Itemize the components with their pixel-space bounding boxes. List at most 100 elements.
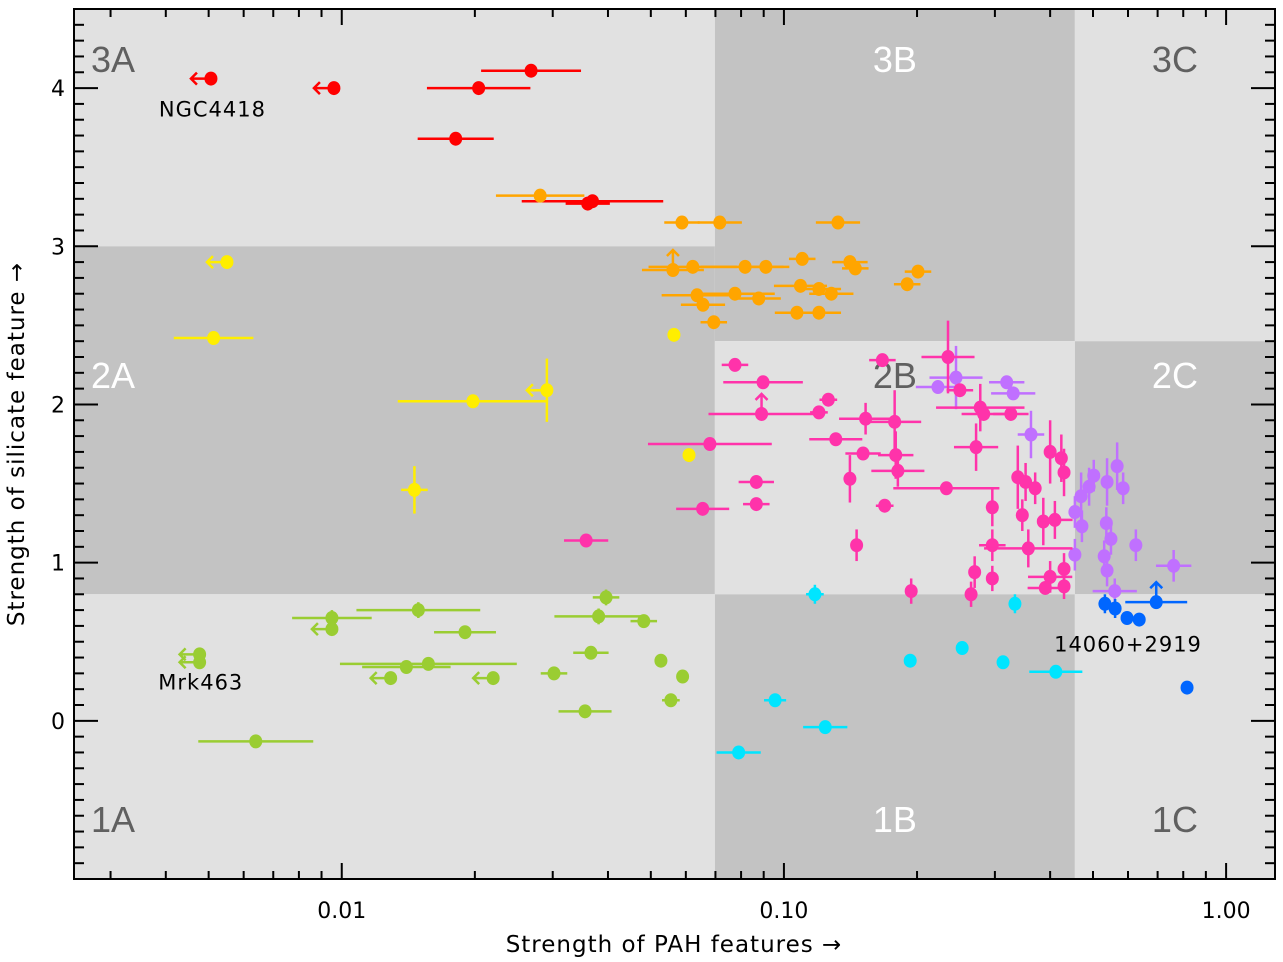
data-point	[1082, 479, 1096, 494]
data-point	[1057, 579, 1071, 594]
data-point	[703, 437, 717, 451]
data-point	[1087, 468, 1101, 483]
data-point	[249, 734, 263, 749]
data-point	[850, 538, 864, 553]
region-1a	[74, 594, 715, 879]
region-label: 3C	[1152, 39, 1198, 80]
data-point	[824, 286, 838, 301]
data-point	[1097, 549, 1111, 564]
region-3a	[74, 9, 715, 247]
series-red	[189, 63, 664, 211]
upper-limit-arrow-icon	[205, 255, 223, 269]
data-point	[818, 720, 832, 735]
data-point	[900, 277, 914, 292]
region-label: 1C	[1152, 799, 1198, 840]
data-point	[964, 587, 978, 602]
data-point	[969, 440, 983, 455]
upper-limit-arrow-icon	[471, 671, 490, 685]
series-yellowgreen	[177, 589, 690, 749]
data-point	[1021, 541, 1035, 556]
data-point	[848, 261, 862, 276]
data-point	[808, 587, 822, 602]
data-point	[327, 81, 341, 96]
data-point	[1132, 612, 1146, 627]
upper-limit-arrow-icon	[312, 81, 330, 95]
data-point	[1167, 558, 1181, 573]
data-point	[411, 603, 425, 618]
data-point	[891, 463, 905, 478]
data-point	[637, 614, 651, 629]
data-point	[1043, 569, 1057, 584]
data-point	[829, 432, 843, 447]
data-point	[1057, 465, 1071, 480]
data-point	[1068, 505, 1082, 520]
data-point	[1116, 481, 1130, 496]
data-point	[732, 745, 746, 760]
x-tick-label: 0.01	[317, 899, 366, 924]
data-point	[578, 704, 592, 719]
data-point	[207, 331, 221, 346]
data-point	[977, 406, 991, 421]
data-point	[1054, 451, 1068, 466]
data-point	[696, 297, 710, 312]
region-1c	[1074, 594, 1275, 879]
series-blue	[1098, 580, 1194, 695]
data-point	[654, 653, 668, 668]
region-2a	[74, 246, 715, 595]
data-point	[675, 215, 689, 230]
data-point	[1038, 580, 1052, 595]
data-point	[752, 291, 766, 306]
data-point	[1036, 514, 1050, 529]
x-tick-label: 1.00	[1202, 899, 1251, 924]
annotation-label: NGC4418	[159, 98, 266, 122]
data-point	[889, 448, 903, 463]
region-3c	[1074, 9, 1275, 342]
data-point	[985, 500, 999, 515]
y-tick-label: 3	[51, 235, 65, 260]
data-point	[696, 501, 710, 516]
data-point	[1108, 601, 1122, 616]
data-point	[407, 482, 421, 497]
data-point	[547, 666, 561, 681]
data-point	[821, 392, 835, 407]
data-point	[1100, 563, 1114, 578]
region-label: 3B	[873, 39, 917, 80]
data-point	[458, 625, 472, 640]
data-point	[486, 671, 500, 686]
data-point	[749, 497, 763, 512]
data-point	[793, 278, 807, 293]
data-point	[524, 63, 538, 78]
data-point	[421, 656, 435, 671]
data-point	[682, 448, 696, 463]
data-point	[599, 590, 613, 605]
upper-limit-arrow-icon	[368, 671, 387, 685]
data-point	[755, 406, 769, 421]
region-label: 3A	[91, 39, 135, 80]
data-point	[738, 259, 752, 274]
data-point	[1024, 427, 1038, 442]
y-tick-label: 1	[51, 552, 65, 577]
data-point	[749, 474, 763, 489]
data-point	[949, 370, 963, 385]
data-point	[843, 471, 857, 486]
data-point	[585, 194, 599, 209]
axis-ticks	[74, 8, 1275, 880]
x-axis-title: Strength of PAH features →	[506, 932, 843, 958]
data-point	[193, 655, 207, 670]
x-tick-label: 0.10	[759, 899, 808, 924]
data-point	[1015, 508, 1029, 523]
plot-frame	[73, 8, 1276, 880]
data-point	[686, 259, 700, 274]
data-point	[1104, 531, 1118, 546]
data-point	[1108, 584, 1122, 599]
data-point	[859, 411, 873, 426]
series-yellow	[173, 255, 696, 514]
data-point	[1100, 474, 1114, 489]
data-point	[888, 414, 902, 429]
y-tick-label: 2	[51, 393, 65, 418]
data-point	[466, 394, 480, 409]
series-pink	[564, 320, 1073, 607]
data-point	[911, 264, 925, 279]
axis-tick-labels: 0.01 0.10 1.00 0 1 2 3 4	[51, 77, 1251, 924]
